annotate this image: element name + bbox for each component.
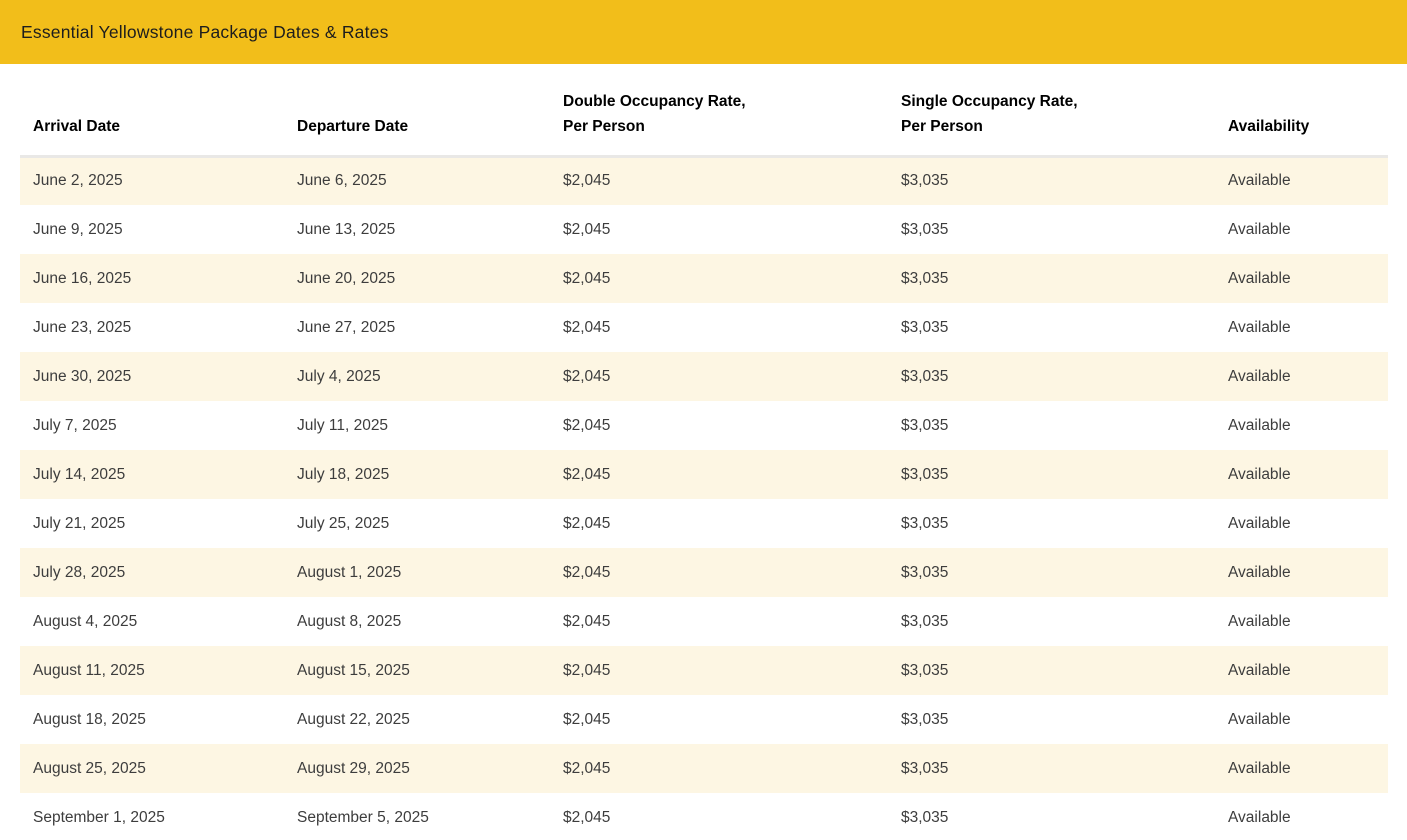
cell-arrival-date: August 18, 2025 [33, 710, 146, 728]
table-row: July 28, 2025 August 1, 2025 $2,045 $3,035 A… [20, 548, 1388, 598]
cell-arrival-date: August 4, 2025 [33, 612, 138, 630]
cell-double-occupancy-rate: $2,045 [563, 612, 611, 630]
cell-availability: Available [1228, 710, 1291, 728]
cell-arrival-date: August 25, 2025 [33, 759, 146, 777]
cell-double-occupancy-rate: $2,045 [563, 759, 611, 777]
cell-departure-date: August 22, 2025 [297, 710, 410, 728]
cell-single-occupancy-rate: $3,035 [901, 612, 949, 630]
cell-single-occupancy-rate: $3,035 [901, 220, 949, 238]
cell-double-occupancy-rate: $2,045 [563, 514, 611, 532]
cell-single-occupancy-rate: $3,035 [901, 465, 949, 483]
table-row: August 4, 2025 August 8, 2025 $2,045 $3,035… [20, 597, 1388, 647]
cell-double-occupancy-rate: $2,045 [563, 269, 611, 287]
cell-departure-date: July 18, 2025 [297, 465, 390, 483]
cell-double-occupancy-rate: $2,045 [563, 661, 611, 679]
cell-availability: Available [1228, 661, 1291, 679]
cell-single-occupancy-rate: $3,035 [901, 269, 949, 287]
cell-availability: Available [1228, 220, 1291, 238]
table-row: June 16, 2025 June 20, 2025 $2,045 $3,035 Av… [20, 254, 1388, 304]
table-body: June 2, 2025 June 6, 2025 $2,045 $3,035 Avai… [20, 156, 1388, 840]
cell-availability: Available [1228, 563, 1291, 581]
cell-arrival-date: June 30, 2025 [33, 367, 132, 385]
column-header-departure-date: Departure Date [284, 64, 550, 158]
table-row: July 14, 2025 July 18, 2025 $2,045 $3,035 Av… [20, 450, 1388, 500]
cell-single-occupancy-rate: $3,035 [901, 563, 949, 581]
cell-single-occupancy-rate: $3,035 [901, 661, 949, 679]
cell-double-occupancy-rate: $2,045 [563, 710, 611, 728]
cell-arrival-date: September 1, 2025 [33, 808, 165, 826]
cell-single-occupancy-rate: $3,035 [901, 367, 949, 385]
table-row: July 7, 2025 July 11, 2025 $2,045 $3,035 Ava… [20, 401, 1388, 451]
table-header: Arrival Date Departure Date Double Occup… [20, 64, 1388, 158]
cell-arrival-date: July 7, 2025 [33, 416, 117, 434]
dates-and-rates-table: Arrival Date Departure Date Double Occup… [20, 64, 1388, 840]
cell-availability: Available [1228, 514, 1291, 532]
cell-departure-date: August 1, 2025 [297, 563, 402, 581]
cell-double-occupancy-rate: $2,045 [563, 416, 611, 434]
cell-departure-date: August 8, 2025 [297, 612, 402, 630]
column-header-arrival-date: Arrival Date [20, 64, 284, 158]
cell-single-occupancy-rate: $3,035 [901, 416, 949, 434]
cell-double-occupancy-rate: $2,045 [563, 367, 611, 385]
table-header-row: Arrival Date Departure Date Double Occup… [20, 64, 1388, 158]
cell-double-occupancy-rate: $2,045 [563, 808, 611, 826]
cell-arrival-date: June 16, 2025 [33, 269, 132, 287]
table-row: June 23, 2025 June 27, 2025 $2,045 $3,035 Av… [20, 303, 1388, 353]
table-row: August 11, 2025 August 15, 2025 $2,045 $3,0… [20, 646, 1388, 696]
cell-departure-date: August 29, 2025 [297, 759, 410, 777]
table-row: September 1, 2025 September 5, 2025 $2,045… [20, 793, 1388, 840]
table-row: August 25, 2025 August 29, 2025 $2,045 $3,0… [20, 744, 1388, 794]
table-row: June 9, 2025 June 13, 2025 $2,045 $3,035 Ava… [20, 205, 1388, 255]
table-row: July 21, 2025 July 25, 2025 $2,045 $3,035 Av… [20, 499, 1388, 549]
cell-double-occupancy-rate: $2,045 [563, 318, 611, 336]
column-header-double-occupancy-rate: Double Occupancy Rate, Per Person [550, 64, 888, 158]
section-title-bar: Essential Yellowstone Package Dates & Ra… [0, 0, 1407, 64]
cell-availability: Available [1228, 172, 1291, 190]
cell-arrival-date: June 2, 2025 [33, 172, 123, 190]
cell-single-occupancy-rate: $3,035 [901, 710, 949, 728]
cell-departure-date: June 13, 2025 [297, 220, 396, 238]
cell-arrival-date: June 23, 2025 [33, 318, 132, 336]
cell-departure-date: July 25, 2025 [297, 514, 390, 532]
cell-double-occupancy-rate: $2,045 [563, 563, 611, 581]
cell-availability: Available [1228, 318, 1291, 336]
cell-arrival-date: June 9, 2025 [33, 220, 123, 238]
cell-availability: Available [1228, 808, 1291, 826]
cell-single-occupancy-rate: $3,035 [901, 318, 949, 336]
cell-single-occupancy-rate: $3,035 [901, 514, 949, 532]
cell-departure-date: August 15, 2025 [297, 661, 410, 679]
cell-double-occupancy-rate: $2,045 [563, 172, 611, 190]
cell-availability: Available [1228, 759, 1291, 777]
cell-arrival-date: July 28, 2025 [33, 563, 126, 581]
column-header-single-occupancy-rate: Single Occupancy Rate, Per Person [888, 64, 1215, 158]
table-row: June 2, 2025 June 6, 2025 $2,045 $3,035 Avai… [20, 156, 1388, 206]
cell-availability: Available [1228, 465, 1291, 483]
cell-departure-date: July 11, 2025 [297, 416, 389, 434]
cell-departure-date: September 5, 2025 [297, 808, 429, 826]
page-title: Essential Yellowstone Package Dates & Ra… [21, 21, 389, 42]
cell-departure-date: July 4, 2025 [297, 367, 381, 385]
cell-availability: Available [1228, 416, 1291, 434]
column-header-availability: Availability [1215, 64, 1388, 158]
cell-arrival-date: July 14, 2025 [33, 465, 126, 483]
cell-availability: Available [1228, 269, 1291, 287]
rates-table-container: Arrival Date Departure Date Double Occup… [20, 64, 1388, 840]
cell-double-occupancy-rate: $2,045 [563, 220, 611, 238]
cell-arrival-date: July 21, 2025 [33, 514, 126, 532]
cell-availability: Available [1228, 367, 1291, 385]
cell-single-occupancy-rate: $3,035 [901, 172, 949, 190]
cell-single-occupancy-rate: $3,035 [901, 759, 949, 777]
cell-departure-date: June 27, 2025 [297, 318, 396, 336]
cell-arrival-date: August 11, 2025 [33, 661, 145, 679]
cell-availability: Available [1228, 612, 1291, 630]
cell-single-occupancy-rate: $3,035 [901, 808, 949, 826]
table-row: August 18, 2025 August 22, 2025 $2,045 $3,0… [20, 695, 1388, 745]
cell-double-occupancy-rate: $2,045 [563, 465, 611, 483]
cell-departure-date: June 20, 2025 [297, 269, 396, 287]
table-row: June 30, 2025 July 4, 2025 $2,045 $3,035 Ava… [20, 352, 1388, 402]
cell-departure-date: June 6, 2025 [297, 172, 387, 190]
